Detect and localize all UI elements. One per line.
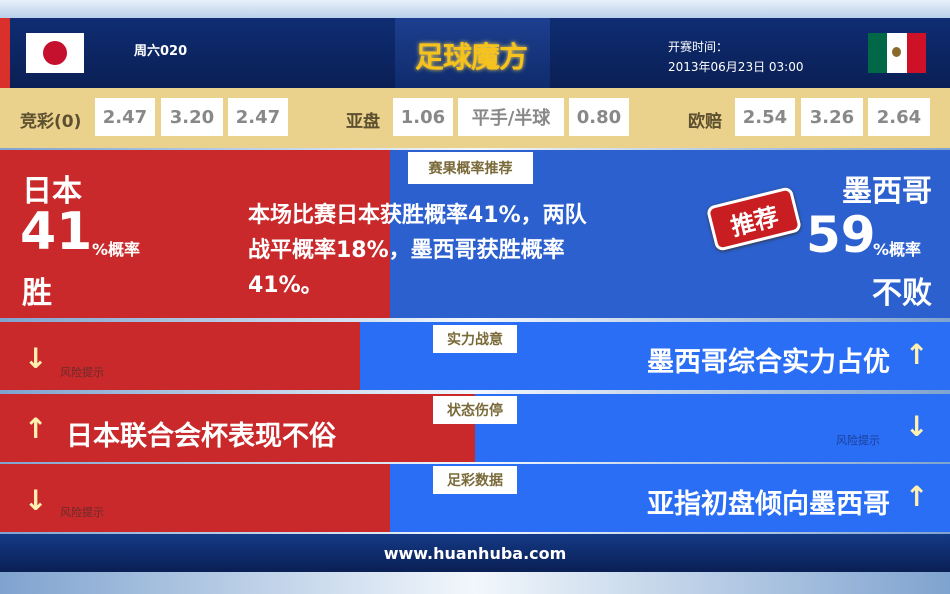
asian-label: 亚盘 [346,112,380,132]
jingcai-odd: 2.47 [95,98,155,136]
accent-stripe [0,18,10,88]
jingcai-odd: 2.47 [228,98,288,136]
euro-odd: 2.64 [868,98,930,136]
row-data: 足彩数据 ↓ 风险提示 亚指初盘倾向墨西哥 ↑ [0,464,950,532]
row-tag: 状态伤停 [433,396,517,424]
jingcai-odd: 3.20 [161,98,223,136]
home-bar [0,464,390,532]
arrow-down-icon: ↓ [905,410,929,443]
prediction-summary: 本场比赛日本获胜概率41%，两队 战平概率18%，墨西哥获胜概率 41%。 [248,203,587,298]
arrow-down-icon: ↓ [24,484,48,517]
away-text: 亚指初盘倾向墨西哥 [647,489,890,520]
euro-odd: 3.26 [801,98,863,136]
euro-label: 欧赔 [688,112,722,132]
away-prob: 59 [806,206,876,264]
logo: 足球魔方 [415,40,528,74]
euro-odd: 2.54 [735,98,795,136]
logo-panel [395,18,550,88]
arrow-down-icon: ↓ [24,342,48,375]
site-url[interactable]: www.huanhuba.com [383,543,567,563]
prediction-tag: 赛果概率推荐 [408,152,533,184]
kickoff-label: 开赛时间： [668,40,729,54]
away-prob-unit: %概率 [873,240,922,259]
japan-flag-icon [26,33,84,73]
home-panel [0,150,390,318]
top-band [0,0,950,18]
prediction-panel: 赛果概率推荐 日本 41 %概率 胜 本场比赛日本获胜概率41%，两队 战平概率… [0,150,950,318]
home-prob: 41 [20,202,93,262]
jingcai-label: 竞彩(0) [20,112,82,132]
asian-odd: 0.80 [569,98,629,136]
away-text: 墨西哥综合实力占优 [647,347,890,378]
arrow-up-icon: ↑ [905,338,929,371]
row-tag: 足彩数据 [433,466,517,494]
odds-bar: 竞彩(0) 2.47 3.20 2.47 亚盘 1.06 平手/半球 0.80 … [0,88,950,148]
away-risk: 风险提示 [836,434,880,447]
home-bar [0,322,360,390]
row-tag: 实力战意 [433,325,517,353]
home-bar [0,394,475,462]
arrow-up-icon: ↑ [24,412,48,445]
home-team-name: 日本 [22,174,82,209]
away-team-name: 墨西哥 [842,174,932,209]
row-form: 状态伤停 ↑ 日本联合会杯表现不俗 风险提示 ↓ [0,394,950,462]
row-strength: 实力战意 ↓ 风险提示 墨西哥综合实力占优 ↑ [0,322,950,390]
home-risk: 风险提示 [60,366,104,379]
asian-odd: 1.06 [393,98,453,136]
home-prob-unit: %概率 [92,240,141,259]
match-header: 周六020 足球魔方 开赛时间： 2013年06月23日 03:00 [0,18,950,88]
mexico-flag-icon [868,33,926,73]
asian-handicap: 平手/半球 [458,98,564,136]
footer: www.huanhuba.com [0,534,950,572]
kickoff-time: 2013年06月23日 03:00 [668,60,804,74]
match-number: 周六020 [134,44,188,59]
home-result: 胜 [22,276,52,311]
arrow-up-icon: ↑ [905,480,929,513]
away-result: 不败 [872,276,932,311]
home-text: 日本联合会杯表现不俗 [66,421,336,452]
home-risk: 风险提示 [60,506,104,519]
